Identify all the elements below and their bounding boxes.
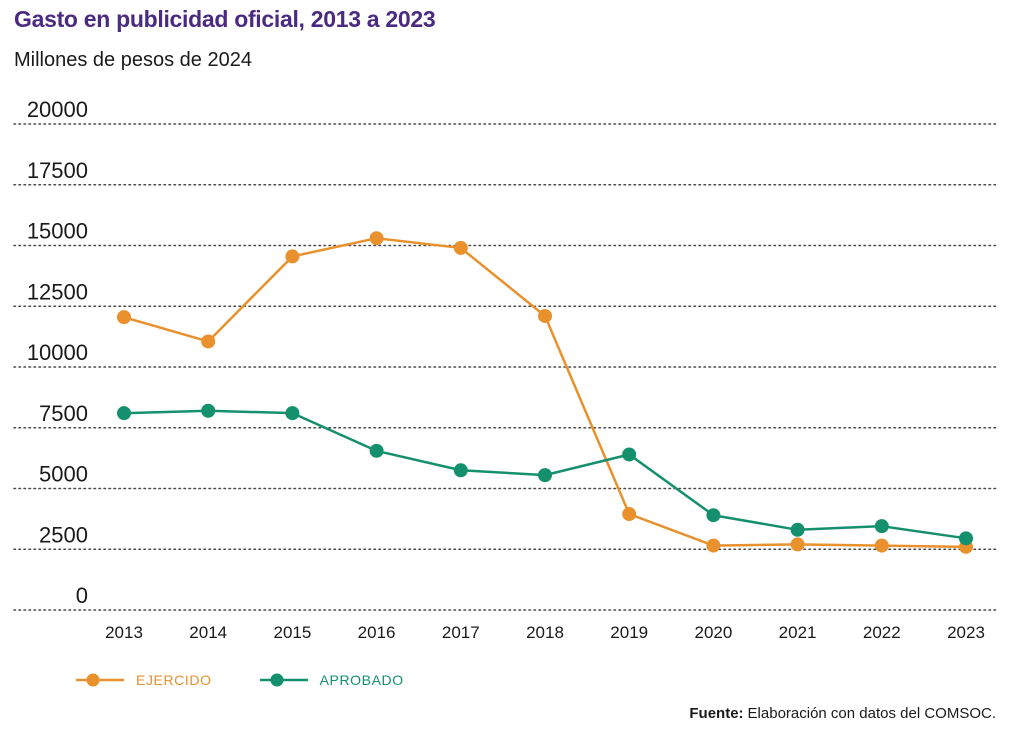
y-tick-label: 20000: [27, 97, 88, 122]
y-tick-label: 10000: [27, 340, 88, 365]
series-group: [117, 231, 973, 554]
legend-marker-ejercido: [76, 673, 124, 687]
legend-label-ejercido: EJERCIDO: [136, 672, 212, 688]
data-point-ejercido: [369, 231, 384, 246]
data-point-ejercido: [117, 310, 131, 325]
data-point-aprobado: [959, 531, 973, 546]
x-tick-label: 2016: [358, 623, 396, 642]
data-point-aprobado: [285, 406, 300, 421]
legend-item-ejercido: EJERCIDO: [76, 672, 212, 688]
data-point-ejercido: [285, 249, 300, 264]
x-tick-label: 2023: [947, 623, 985, 642]
x-tick-label: 2022: [863, 623, 901, 642]
data-point-ejercido: [874, 538, 889, 553]
y-tick-label: 17500: [27, 158, 88, 183]
data-point-ejercido: [706, 538, 721, 553]
chart-subtitle: Millones de pesos de 2024: [14, 49, 252, 71]
x-tick-label: 2020: [694, 623, 732, 642]
legend: EJERCIDO APROBADO: [76, 672, 404, 688]
y-axis-ticks: 0 2500 5000 7500 10000 12500 15000 17500 20000: [27, 97, 88, 608]
x-tick-label: 2014: [189, 623, 227, 642]
data-point-aprobado: [538, 468, 552, 483]
x-tick-label: 2021: [779, 623, 817, 642]
y-tick-label: 7500: [39, 401, 88, 426]
data-point-ejercido: [538, 308, 552, 323]
y-tick-label: 15000: [27, 219, 88, 244]
x-tick-label: 2018: [526, 623, 564, 642]
y-tick-label: 0: [76, 583, 88, 608]
data-point-ejercido: [453, 240, 468, 255]
y-tick-label: 5000: [39, 462, 88, 487]
data-point-ejercido: [201, 334, 216, 349]
data-point-ejercido: [790, 537, 805, 552]
x-tick-label: 2013: [105, 623, 143, 642]
x-tick-label: 2017: [442, 623, 480, 642]
source-label: Fuente:: [689, 705, 744, 722]
data-point-aprobado: [369, 443, 384, 458]
legend-item-aprobado: APROBADO: [259, 672, 404, 688]
series-line-ejercido: [123, 236, 967, 549]
data-point-aprobado: [117, 406, 131, 421]
legend-marker-aprobado: [259, 673, 308, 687]
x-tick-label: 2015: [273, 623, 311, 642]
x-tick-label: 2019: [610, 623, 648, 642]
data-point-aprobado: [201, 403, 216, 418]
legend-label-aprobado: APROBADO: [319, 672, 404, 688]
source-text: Elaboración con datos del COMSOC.: [747, 705, 996, 722]
gridlines: [13, 123, 999, 611]
data-point-aprobado: [874, 519, 889, 534]
data-point-aprobado: [790, 522, 805, 537]
chart-title: Gasto en publicidad oficial, 2013 a 2023: [14, 6, 436, 32]
y-tick-label: 2500: [39, 522, 88, 547]
y-tick-label: 12500: [27, 279, 88, 304]
source-note: Fuente: Elaboración con datos del COMSOC.: [689, 705, 996, 722]
data-point-ejercido: [622, 507, 637, 522]
data-point-aprobado: [706, 508, 721, 523]
x-axis-ticks: 2013 2014 2015 2016 2017 2018 2019 2020 2021 2022…: [105, 623, 985, 642]
data-point-aprobado: [453, 463, 468, 478]
data-point-aprobado: [622, 447, 637, 462]
